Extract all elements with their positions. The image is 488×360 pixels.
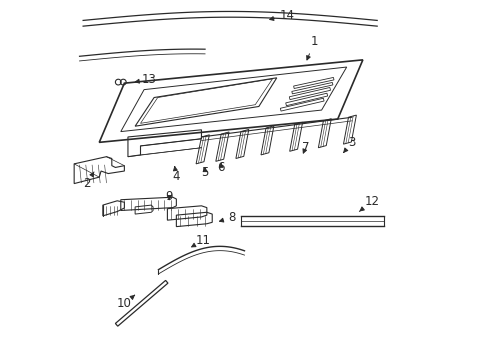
Text: 4: 4 [172, 167, 180, 183]
Text: 6: 6 [217, 161, 224, 174]
Text: 7: 7 [301, 141, 308, 154]
Text: 12: 12 [359, 195, 379, 211]
Text: 8: 8 [219, 211, 235, 224]
Text: 2: 2 [83, 172, 94, 190]
Text: 14: 14 [269, 9, 294, 22]
Text: 11: 11 [191, 234, 210, 247]
Text: 13: 13 [135, 73, 157, 86]
Text: 3: 3 [343, 136, 355, 153]
Text: 9: 9 [165, 190, 173, 203]
Text: 1: 1 [306, 35, 318, 60]
Text: 5: 5 [201, 166, 208, 179]
Text: 10: 10 [117, 295, 134, 310]
